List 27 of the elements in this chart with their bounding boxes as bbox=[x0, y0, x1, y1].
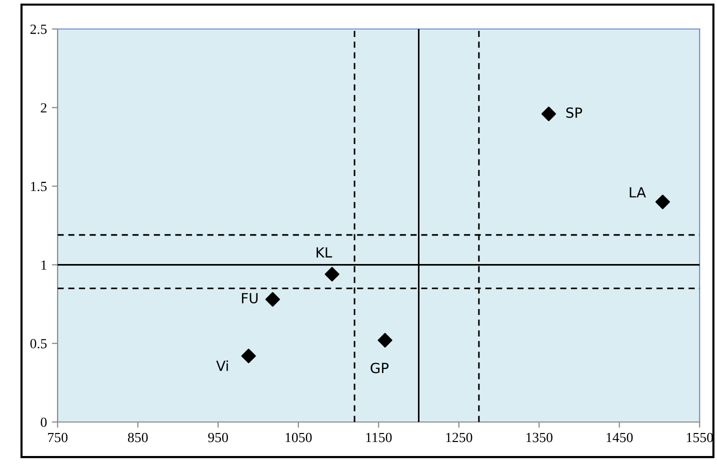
y-tick-label: 2 bbox=[40, 103, 46, 112]
annotation: FU bbox=[242, 293, 258, 304]
y-tick-label: 2.5 bbox=[30, 24, 47, 34]
x-tick-label: 850 bbox=[128, 432, 148, 442]
x-tick-label: 1550 bbox=[686, 432, 713, 442]
point bbox=[541, 106, 556, 122]
x-tick-label: 750 bbox=[48, 432, 68, 442]
y-tick-label: 1.5 bbox=[31, 182, 47, 192]
y-tick-label: 1 bbox=[41, 260, 46, 270]
y-tick-label: 0.5 bbox=[30, 338, 47, 348]
annotation: LA bbox=[630, 187, 646, 198]
x-tick-label: 950 bbox=[208, 432, 228, 442]
annotation: KL bbox=[316, 247, 332, 258]
point bbox=[241, 348, 256, 364]
x-tick-label: 1350 bbox=[526, 432, 552, 442]
point bbox=[655, 194, 670, 210]
point bbox=[265, 292, 280, 307]
x-tick-label: 1050 bbox=[286, 432, 312, 442]
y-tick-label: 0 bbox=[40, 418, 47, 427]
point bbox=[324, 266, 340, 282]
annotation: GP bbox=[370, 362, 389, 374]
x-tick-label: 1450 bbox=[606, 432, 633, 442]
point bbox=[378, 332, 392, 348]
x-tick-label: 1150 bbox=[366, 432, 392, 442]
annotation: SP bbox=[566, 107, 582, 118]
annotation: Vi bbox=[216, 360, 228, 371]
x-tick-label: 1250 bbox=[446, 432, 472, 442]
